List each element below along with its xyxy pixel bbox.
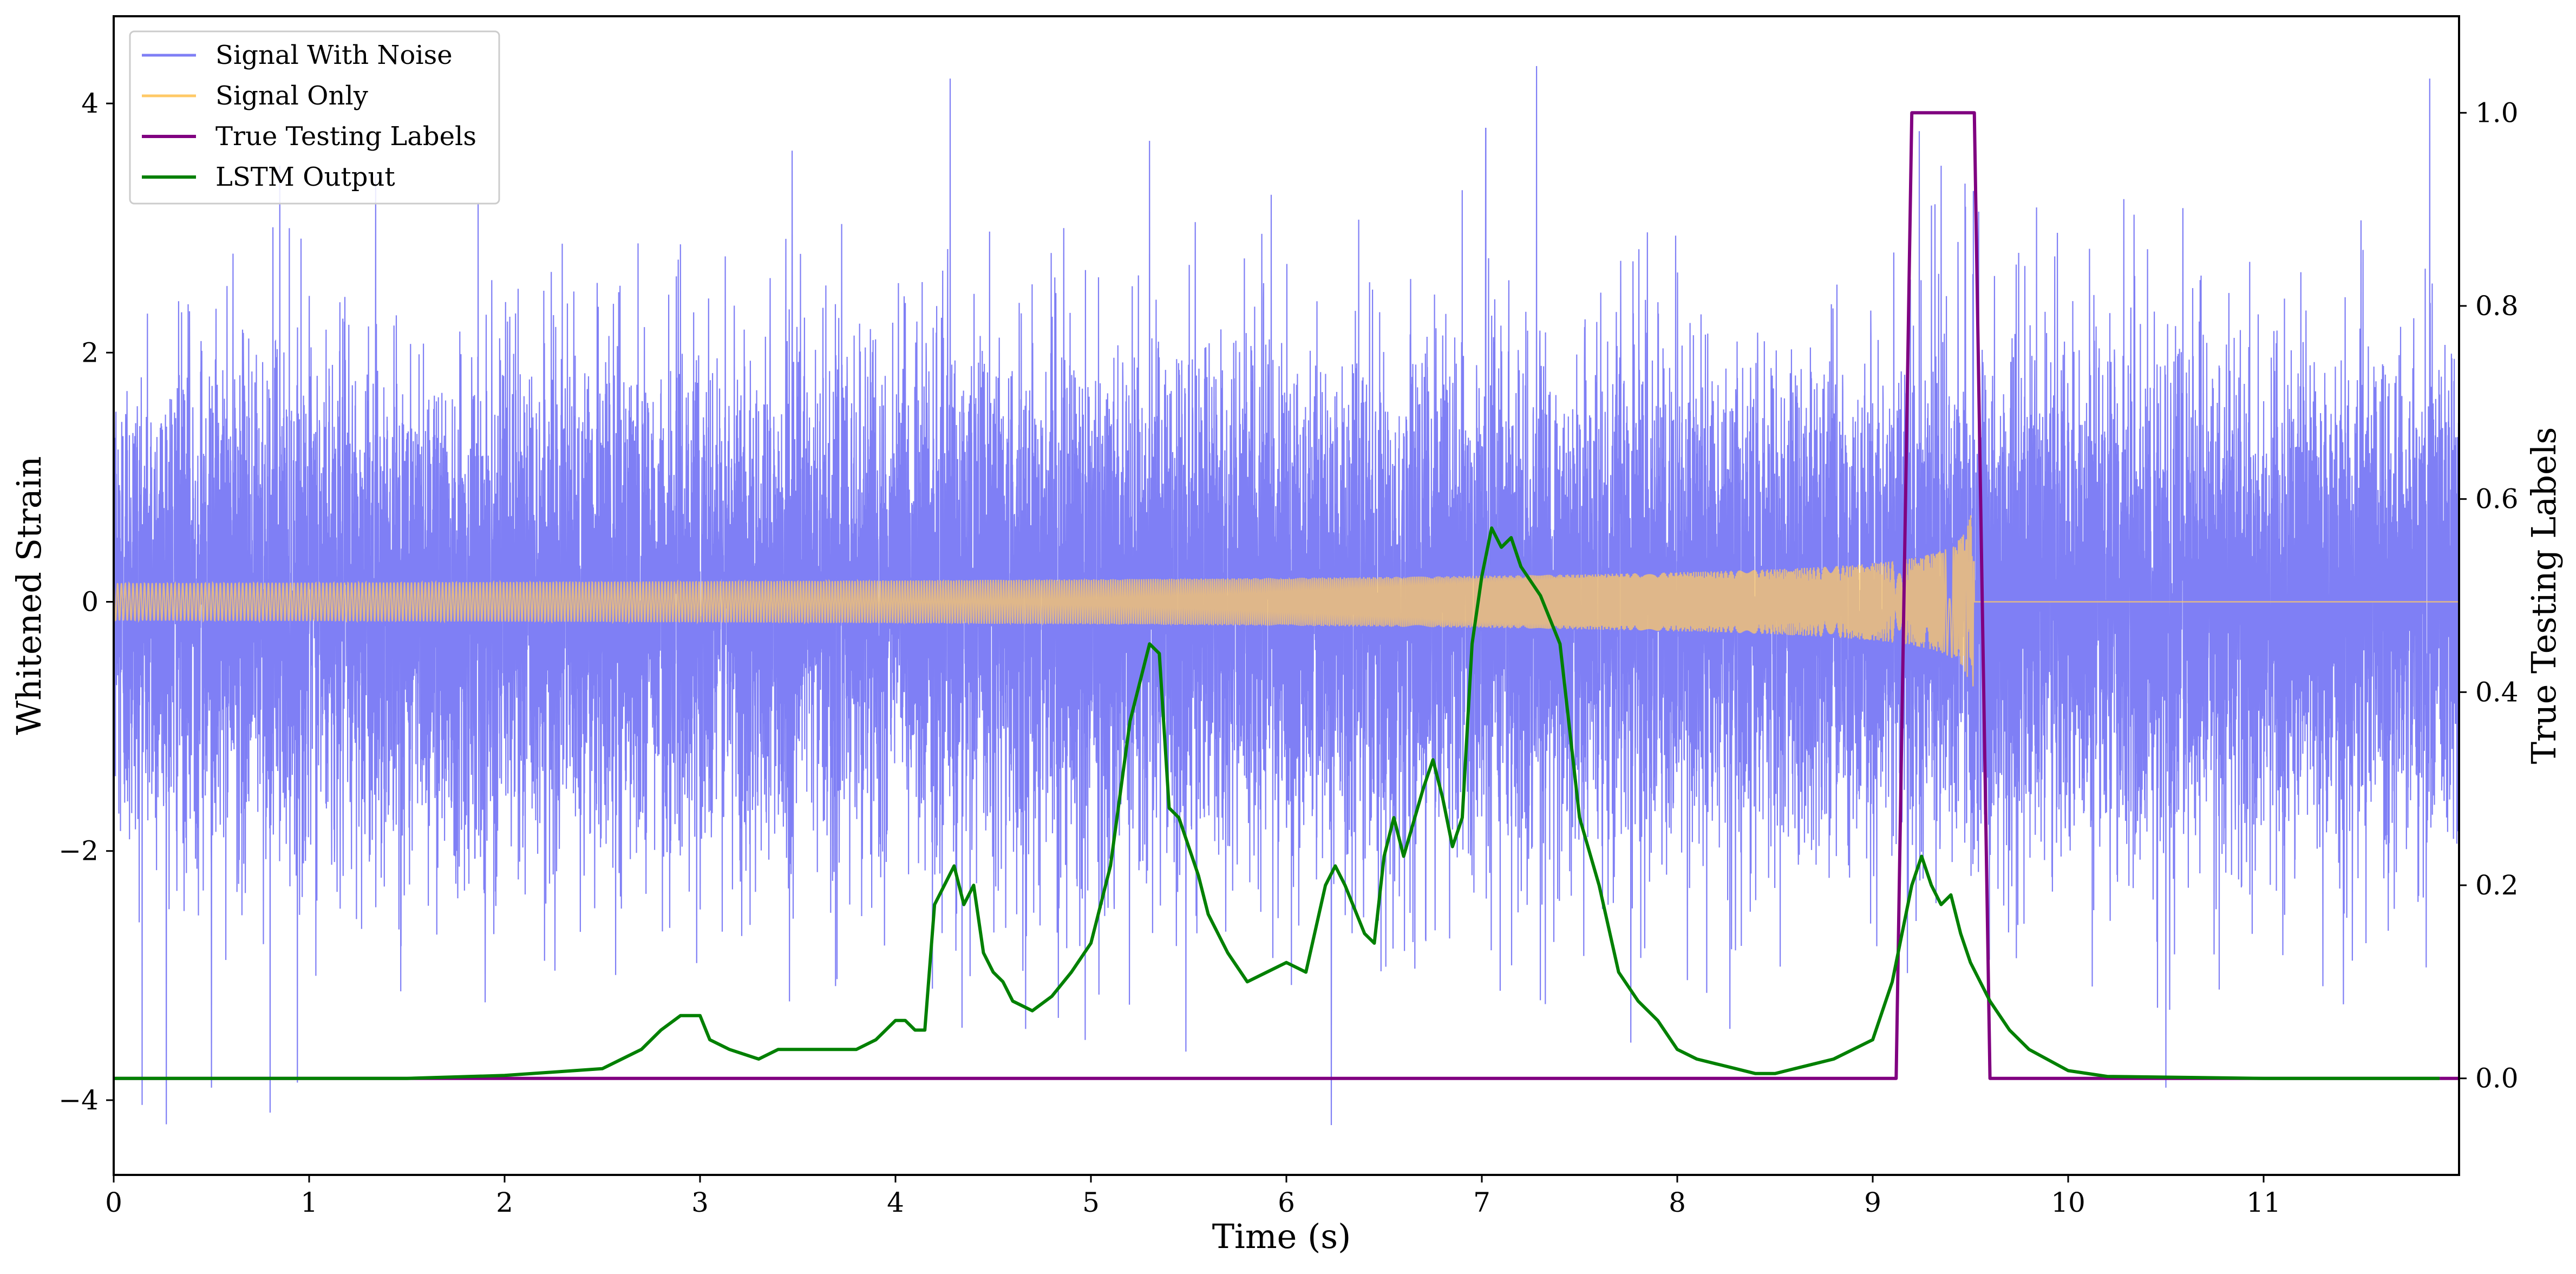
x-tick-label-5: 5 bbox=[1082, 1187, 1100, 1218]
series-signal-with-noise bbox=[114, 66, 2459, 1126]
x-tick-label-1: 1 bbox=[300, 1187, 318, 1218]
y2-tick-label-0: 0.0 bbox=[2475, 1063, 2519, 1094]
series-signal-only bbox=[114, 515, 2459, 687]
legend-label-signal-with-noise: Signal With Noise bbox=[215, 40, 453, 70]
y2-axis-title: True Testing Labels bbox=[2524, 427, 2564, 765]
series-true-testing-labels bbox=[114, 111, 2459, 1080]
legend-label-signal-only: Signal Only bbox=[215, 81, 368, 111]
y-axis-title: Whitened Strain bbox=[9, 456, 49, 735]
x-tick-label-11: 11 bbox=[2246, 1187, 2281, 1218]
legend-label-lstm-output: LSTM Output bbox=[215, 162, 395, 192]
y-tick-label-4: 4 bbox=[81, 88, 99, 119]
x-tick-label-3: 3 bbox=[691, 1187, 709, 1218]
y-tick-label-0: −4 bbox=[58, 1084, 99, 1116]
y-tick-label-1: −2 bbox=[58, 835, 99, 867]
x-tick-label-10: 10 bbox=[2051, 1187, 2085, 1218]
series-lstm-output bbox=[114, 526, 2440, 1080]
series-layer bbox=[114, 66, 2459, 1126]
y2-tick-label-3: 0.6 bbox=[2475, 484, 2519, 515]
y-tick-label-3: 2 bbox=[81, 337, 99, 368]
legend-label-true-testing-labels: True Testing Labels bbox=[215, 121, 476, 152]
y2-tick-label-5: 1.0 bbox=[2475, 97, 2519, 128]
x-tick-label-6: 6 bbox=[1278, 1187, 1295, 1218]
x-tick-label-2: 2 bbox=[496, 1187, 513, 1218]
y2-tick-label-4: 0.8 bbox=[2475, 290, 2519, 322]
legend-frame bbox=[129, 30, 500, 205]
x-tick-label-9: 9 bbox=[1864, 1187, 1881, 1218]
x-tick-label-7: 7 bbox=[1473, 1187, 1490, 1218]
y2-tick-label-1: 0.2 bbox=[2475, 870, 2519, 901]
x-tick-label-4: 4 bbox=[887, 1187, 904, 1218]
axes-layer: 0 1 2 3 4 5 6 7 8 9 10 11 −4 −2 0 2 4 0.0 0.2 0.4 0.6 0.8 1.0 bbox=[58, 88, 2518, 1218]
x-axis-title: Time (s) bbox=[1212, 1217, 1351, 1256]
y2-tick-label-2: 0.4 bbox=[2475, 676, 2519, 708]
x-tick-label-8: 8 bbox=[1669, 1187, 1686, 1218]
legend: Signal With Noise Signal Only True Testi… bbox=[129, 30, 500, 205]
y-tick-label-2: 0 bbox=[81, 586, 99, 618]
x-tick-label-0: 0 bbox=[105, 1187, 122, 1218]
